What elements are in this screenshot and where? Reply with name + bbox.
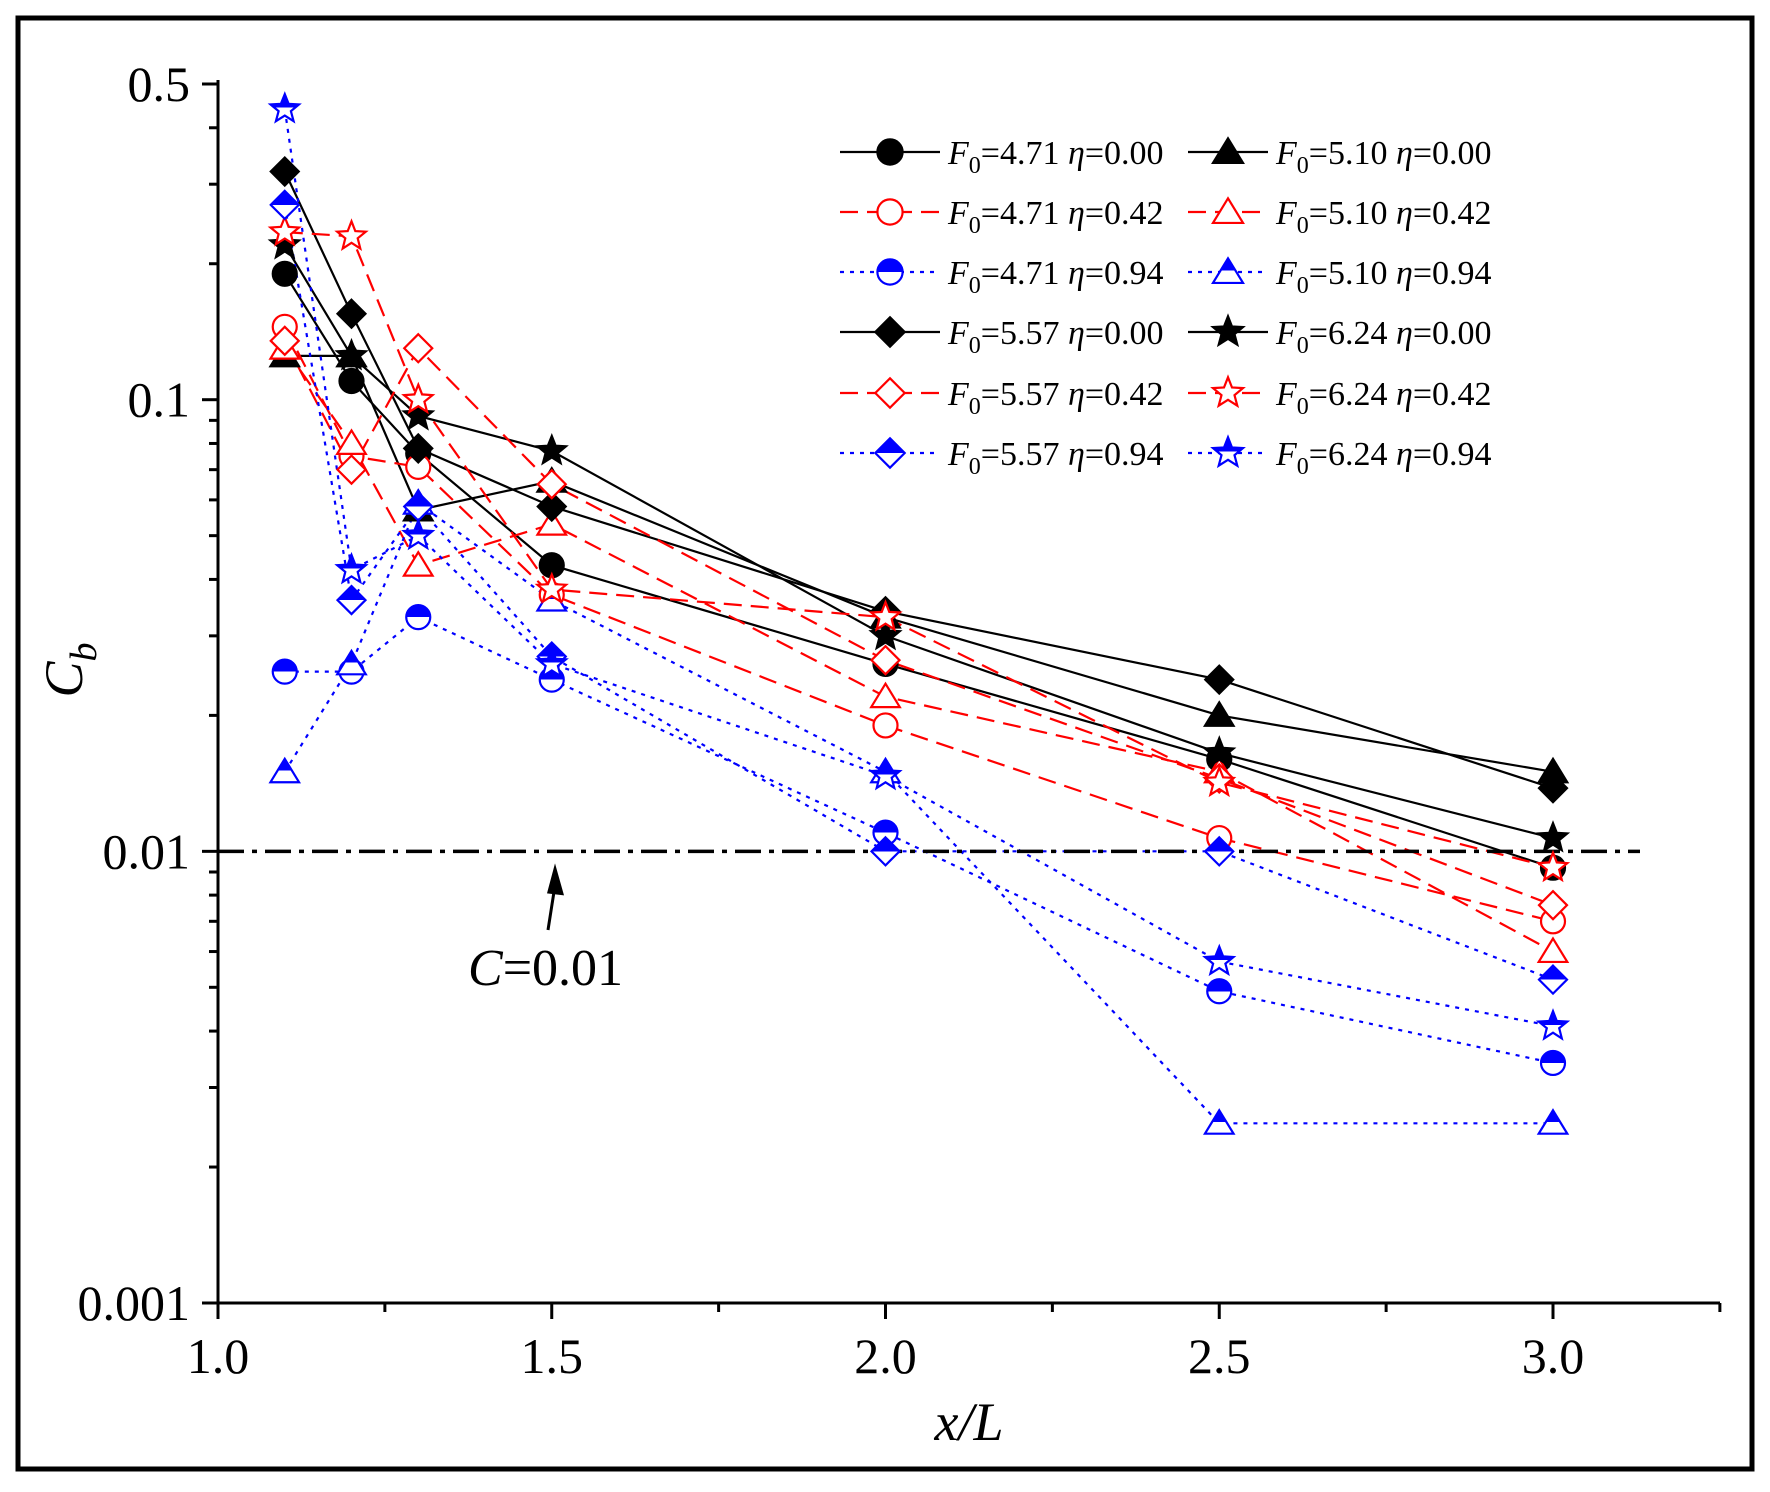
x-tick-label: 2.0 <box>854 1328 917 1384</box>
data-point <box>1206 978 1233 1005</box>
data-point <box>869 644 902 676</box>
x-tick-label: 3.0 <box>1522 1328 1585 1384</box>
data-point <box>1202 1108 1236 1135</box>
x-tick-label: 1.5 <box>521 1328 584 1384</box>
data-point <box>872 712 899 739</box>
x-tick-label: 2.5 <box>1188 1328 1251 1384</box>
legend-label: F0=5.10 η=0.00 <box>1275 135 1492 179</box>
data-point <box>869 835 902 867</box>
legend-label: F0=4.71 η=0.42 <box>947 195 1164 239</box>
data-point <box>401 550 435 577</box>
plot-markers <box>267 91 1571 1135</box>
data-point <box>1539 1049 1567 1077</box>
y-tick-label: 0.5 <box>128 56 191 112</box>
data-point <box>269 325 301 357</box>
data-point <box>1202 764 1237 798</box>
y-tick-label: 0.01 <box>103 823 191 879</box>
data-point <box>1535 849 1571 883</box>
legend-label: F0=6.24 η=0.42 <box>1275 376 1492 420</box>
data-point <box>1537 964 1569 996</box>
legend-label: F0=5.57 η=0.94 <box>947 436 1164 480</box>
data-point <box>869 681 902 709</box>
data-point <box>1536 936 1570 964</box>
data-point <box>1202 943 1237 977</box>
annotation-label: C=0.01 <box>468 940 623 997</box>
legend-marker <box>873 315 907 349</box>
data-point <box>269 155 301 188</box>
data-point <box>401 397 436 431</box>
y-tick-label: 0.001 <box>78 1275 191 1331</box>
legend-marker <box>1211 136 1245 165</box>
y-tick-label: 0.1 <box>128 372 191 428</box>
x-axis-title: x/L <box>933 1392 1003 1452</box>
data-point <box>1535 1008 1571 1041</box>
data-point <box>335 298 368 330</box>
data-point <box>536 468 568 500</box>
data-point <box>1203 664 1235 696</box>
legend-label: F0=5.10 η=0.42 <box>1275 195 1492 239</box>
legend-label: F0=5.57 η=0.00 <box>947 315 1164 359</box>
data-point <box>269 189 301 221</box>
data-point <box>268 756 302 784</box>
annotation-arrow-head <box>547 863 564 896</box>
legend-label: F0=4.71 η=0.00 <box>947 135 1164 179</box>
data-point <box>334 551 369 585</box>
data-point <box>534 571 569 605</box>
legend-label: F0=6.24 η=0.94 <box>1275 436 1492 480</box>
legend-marker <box>876 198 904 226</box>
legend-label: F0=6.24 η=0.00 <box>1275 315 1492 359</box>
data-point <box>334 218 369 251</box>
data-point <box>868 599 903 632</box>
data-point <box>534 433 569 466</box>
data-point <box>402 432 434 464</box>
data-point <box>1537 772 1569 804</box>
data-point <box>402 332 434 364</box>
legend-marker <box>1210 313 1246 348</box>
legend-marker <box>1210 374 1246 409</box>
data-point <box>535 509 569 536</box>
legend: F0=4.71 η=0.00 F0=5.10 η=0.00 F0=4.71 η=0.… <box>840 135 1492 480</box>
data-point <box>335 648 368 676</box>
data-point <box>334 337 369 371</box>
data-point <box>401 381 436 415</box>
data-point <box>335 428 368 455</box>
data-point <box>1536 1108 1570 1135</box>
legend-marker <box>873 376 907 410</box>
data-point <box>1535 820 1571 853</box>
data-point <box>1202 700 1236 727</box>
legend-marker <box>873 436 907 470</box>
annotation: C=0.01 <box>468 863 623 997</box>
legend-label: F0=4.71 η=0.94 <box>947 255 1164 299</box>
legend-marker <box>876 138 904 166</box>
legend-marker <box>1210 434 1246 469</box>
data-point <box>1537 889 1569 921</box>
data-point <box>271 658 298 685</box>
data-point <box>536 490 568 523</box>
data-point <box>267 226 302 260</box>
data-point <box>868 757 903 791</box>
data-point <box>405 604 432 631</box>
data-point <box>335 584 368 616</box>
data-point <box>1202 735 1237 768</box>
data-point <box>401 517 436 551</box>
legend-label: F0=5.10 η=0.94 <box>1275 255 1492 299</box>
axes: 1.0 1.5 2.0 2.5 3.0 0.001 0.01 0.1 0.5 x/L Cb <box>34 56 1722 1452</box>
data-point <box>267 214 302 247</box>
legend-label: F0=5.57 η=0.42 <box>947 376 1164 420</box>
data-point <box>868 617 903 651</box>
legend-marker <box>1211 196 1245 225</box>
legend-marker <box>1211 256 1245 285</box>
data-point <box>1203 835 1235 867</box>
data-point <box>335 454 368 486</box>
data-point <box>267 91 302 124</box>
x-tick-label: 1.0 <box>187 1328 250 1384</box>
legend-marker <box>876 258 904 286</box>
data-point <box>271 260 298 287</box>
y-axis-title: Cb <box>34 642 105 697</box>
data-point <box>534 645 569 679</box>
data-point <box>338 367 365 395</box>
